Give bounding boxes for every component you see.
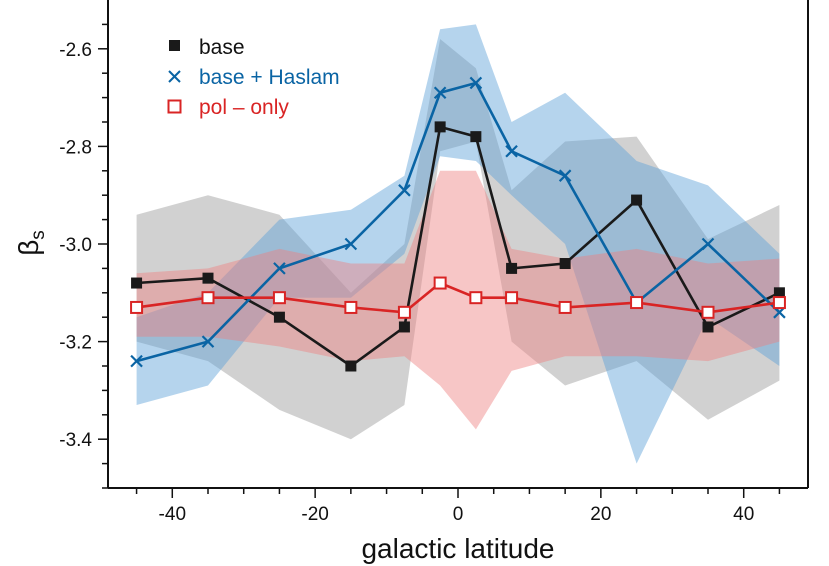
- point-pol-only: [433, 276, 447, 290]
- point-pol-only: [344, 300, 358, 314]
- point-base: [506, 262, 518, 274]
- point-pol-only: [201, 291, 215, 305]
- line-base: [136, 125, 780, 368]
- point-pol-only: [505, 291, 519, 305]
- point-base-haslam: [201, 335, 215, 348]
- y-tick-label: -2.6: [59, 40, 92, 61]
- legend-marker-pol-only: [167, 99, 182, 114]
- point-base-haslam: [273, 262, 286, 275]
- x-axis-ticks: -40 -20 0 20 40: [135, 488, 781, 525]
- point-pol-only: [469, 291, 483, 305]
- point-pol-only: [772, 296, 786, 310]
- band-base: [136, 39, 780, 440]
- point-pol-only: [397, 305, 411, 319]
- line-pol-only: [136, 281, 780, 314]
- y-axis-ticks: -2.6 -2.8 -3.0 -3.2 -3.4: [59, 23, 108, 489]
- x-tick-label: -20: [301, 504, 328, 525]
- point-base: [434, 121, 446, 133]
- x-axis-label: galactic latitude: [361, 533, 554, 564]
- y-tick-label: -3.0: [59, 235, 92, 256]
- point-base-haslam: [344, 237, 358, 251]
- band-base-haslam: [136, 24, 780, 464]
- y-tick-label: -3.4: [59, 430, 92, 451]
- point-base-haslam: [433, 86, 447, 99]
- legend-label-pol-only: pol – only: [199, 96, 289, 119]
- point-base-haslam: [558, 169, 572, 182]
- point-base-haslam: [398, 184, 411, 197]
- point-pol-only: [630, 296, 644, 310]
- point-base-haslam: [505, 145, 518, 158]
- point-pol-only: [130, 300, 144, 314]
- x-tick-label: -40: [159, 504, 186, 525]
- legend-label-base: base: [199, 36, 245, 59]
- point-base: [131, 277, 143, 289]
- y-axis-label: βs: [13, 230, 49, 256]
- point-base: [702, 321, 714, 333]
- point-pol-only: [701, 305, 715, 319]
- point-base: [273, 311, 285, 323]
- point-base: [345, 360, 357, 372]
- x-tick-label: 20: [590, 504, 611, 525]
- legend-marker-base-haslam: [168, 70, 181, 83]
- point-base: [202, 272, 214, 284]
- point-base-haslam: [130, 354, 143, 368]
- point-base: [470, 131, 482, 143]
- uncertainty-bands: [136, 24, 780, 464]
- point-base: [398, 321, 410, 333]
- point-base: [773, 287, 785, 299]
- legend: base base + Haslam pol – only: [167, 36, 340, 119]
- x-tick-label: 40: [733, 504, 754, 525]
- y-tick-label: -2.8: [59, 137, 92, 158]
- line-base-haslam: [136, 81, 781, 363]
- point-base: [559, 258, 571, 270]
- x-tick-label: 0: [453, 504, 464, 525]
- y-axis-label-main: β: [13, 240, 44, 256]
- band-pol-only: [136, 170, 780, 430]
- y-axis-label-subscript: s: [28, 230, 49, 240]
- point-pol-only: [558, 300, 572, 314]
- point-pol-only: [272, 291, 286, 305]
- legend-marker-base: [169, 40, 180, 51]
- point-base-haslam: [701, 237, 715, 251]
- point-base: [631, 194, 643, 206]
- point-base-haslam: [469, 76, 483, 90]
- series-lines: [136, 81, 781, 368]
- series-markers: [130, 76, 786, 372]
- legend-label-base-haslam: base + Haslam: [199, 66, 340, 89]
- y-tick-label: -3.2: [59, 333, 92, 354]
